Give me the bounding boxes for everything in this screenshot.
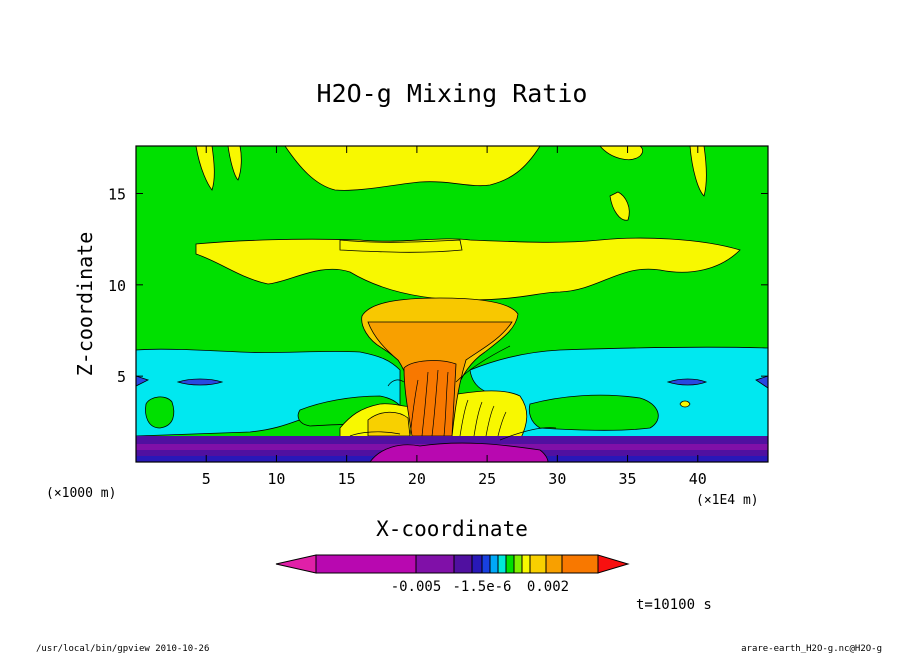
colorbar-segment [489, 554, 499, 574]
x-tick-label: 5 [202, 470, 211, 488]
time-label: t=10100 s [636, 597, 712, 613]
colorbar [275, 554, 630, 574]
upper-yellow-region [284, 146, 541, 191]
colorbar-tick-label: -1.5e-6 [452, 579, 511, 595]
core-dark-orange [403, 360, 457, 437]
colorbar-segment [481, 554, 491, 574]
colorbar-segment [561, 554, 599, 574]
mid-yellow-strip [339, 239, 463, 253]
x-tick-label: 15 [338, 470, 356, 488]
footer-left: /usr/local/bin/gpview 2010-10-26 [36, 644, 209, 654]
colorbar-segment [545, 554, 563, 574]
y-tick-label: 10 [108, 277, 126, 295]
colorbar-tick-label: 0.002 [527, 579, 569, 595]
contour-field [136, 146, 768, 462]
blue-patch [176, 378, 224, 386]
yellow-spot [689, 146, 707, 197]
x-tick-label: 25 [478, 470, 496, 488]
turbulence-lines [349, 345, 557, 441]
x-tick-label: 30 [548, 470, 566, 488]
x-tick-label: 20 [408, 470, 426, 488]
footer-right: arare-earth_H2O-g.nc@H2O-g [741, 644, 882, 654]
x-axis-ticks: 5 10 15 20 25 30 35 40 [202, 146, 707, 488]
yellow-spot [227, 146, 242, 181]
y-tick-label: 15 [108, 185, 126, 203]
yellow-spot [609, 191, 630, 221]
colorbar-segment [505, 554, 515, 574]
blue-patch [136, 375, 150, 387]
colorbar-extension-low [275, 554, 317, 574]
plot-frame [135, 145, 769, 463]
yellow-spot [679, 400, 691, 408]
colorbar-segment [497, 554, 507, 574]
surface-plume [369, 442, 549, 462]
convection-orange [367, 411, 411, 437]
y-axis-label: Z-coordinate [73, 232, 97, 377]
chart-title: H2O-g Mixing Ratio [317, 79, 588, 108]
green-patch [145, 396, 175, 429]
x-tick-label: 10 [267, 470, 285, 488]
y-tick-label: 5 [117, 368, 126, 386]
colorbar-segment [315, 554, 417, 574]
green-patch [528, 394, 659, 431]
colorbar-tick-label: -0.005 [391, 579, 442, 595]
x-unit-label: (×1E4 m) [696, 493, 759, 508]
x-axis-label: X-coordinate [376, 517, 528, 541]
blue-patch [755, 375, 768, 389]
colorbar-tick-labels: -0.005 -1.5e-6 0.002 [391, 579, 569, 595]
colorbar-segment [471, 554, 483, 574]
colorbar-segment [415, 554, 455, 574]
x-tick-label: 35 [619, 470, 637, 488]
colorbar-segment [453, 554, 473, 574]
colorbar-segment [521, 554, 531, 574]
y-unit-label: (×1000 m) [46, 486, 116, 501]
colorbar-extension-high [597, 554, 630, 574]
colorbar-segment [513, 554, 523, 574]
y-axis-ticks: 5 10 15 [108, 185, 768, 386]
mid-yellow-band [195, 237, 741, 301]
surface-layer-1 [136, 436, 768, 444]
yellow-spot [195, 146, 215, 191]
x-tick-label: 40 [689, 470, 707, 488]
blue-patch [666, 378, 708, 386]
colorbar-segment [529, 554, 547, 574]
